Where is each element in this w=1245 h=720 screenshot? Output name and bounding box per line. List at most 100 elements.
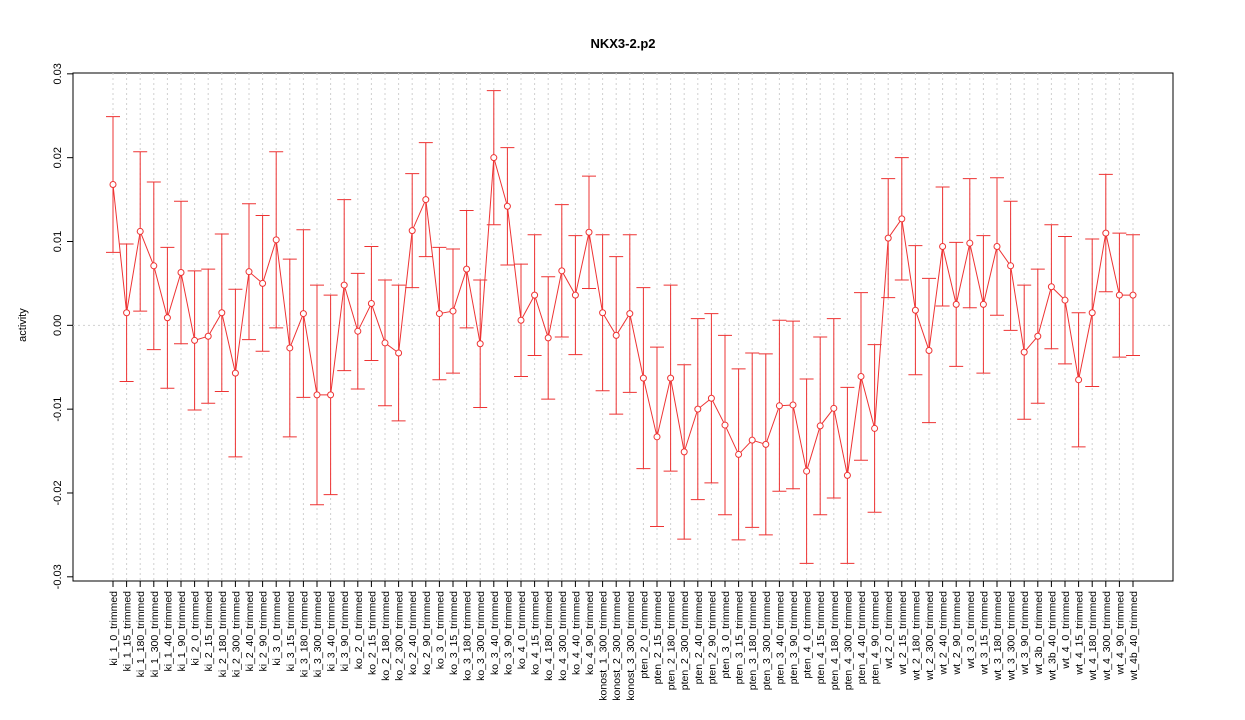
x-tick-label: pten_2_180_trimmed — [666, 591, 678, 690]
point — [245, 268, 253, 276]
x-tick-label: ki_3_40_trimmed — [326, 591, 338, 672]
x-tick-label: wt_3b_40_trimmed — [1046, 591, 1058, 681]
x-tick-label: wt_3_90_trimmed — [1019, 591, 1031, 676]
point — [354, 327, 362, 335]
y-tick-label: 0.03 — [52, 63, 64, 84]
point — [653, 433, 661, 441]
x-tick-label: ki_2_90_trimmed — [258, 591, 270, 672]
point — [775, 402, 783, 410]
x-tick-label: wt_4_15_trimmed — [1074, 591, 1086, 676]
point — [1047, 283, 1055, 291]
point — [694, 405, 702, 413]
x-tick-label: ko_3_15_trimmed — [448, 591, 460, 675]
x-tick-label: ki_3_180_trimmed — [298, 591, 310, 678]
point — [571, 291, 579, 299]
point — [422, 196, 430, 204]
point — [925, 346, 933, 354]
x-tick-label: wt_3_180_trimmed — [992, 591, 1004, 681]
x-tick-label: ki_3_0_trimmed — [271, 591, 283, 666]
point — [299, 310, 307, 318]
point — [558, 267, 566, 275]
x-tick-label: ko_4_40_trimmed — [570, 591, 582, 675]
x-tick-label: pten_3_40_trimmed — [774, 591, 786, 685]
x-tick-label: ki_2_300_trimmed — [230, 591, 242, 678]
x-tick-label: wt_2_15_trimmed — [897, 591, 909, 676]
point — [816, 422, 824, 430]
x-tick-label: wt_2_300_trimmed — [924, 591, 936, 681]
x-tick-label: pten_4_40_trimmed — [856, 591, 868, 685]
x-tick-label: wt_4_90_trimmed — [1114, 591, 1126, 676]
x-tick-label: ki_2_180_trimmed — [217, 591, 229, 678]
x-tick-label: pten_2_40_trimmed — [693, 591, 705, 685]
point — [884, 234, 892, 242]
y-tick-label: 0.02 — [52, 147, 64, 168]
x-tick-label: konost_1_300_trimmed — [598, 591, 610, 701]
point — [490, 154, 498, 162]
point — [871, 424, 879, 432]
x-tick-label: wt_4b_40_trimmed — [1128, 591, 1140, 681]
x-tick-label: wt_3b_0_trimmed — [1033, 591, 1045, 676]
point — [531, 291, 539, 299]
point — [476, 340, 484, 348]
x-tick-label: ki_1_40_trimmed — [162, 591, 174, 672]
point — [939, 243, 947, 251]
x-tick-label: pten_3_180_trimmed — [747, 591, 759, 690]
x-tick-label: ki_3_300_trimmed — [312, 591, 324, 678]
y-tick-label: 0.00 — [52, 315, 64, 336]
point — [259, 279, 267, 287]
x-tick-label: ko_3_300_trimmed — [475, 591, 487, 681]
x-tick-label: wt_2_90_trimmed — [951, 591, 963, 676]
point — [898, 215, 906, 223]
x-tick-label: ko_3_90_trimmed — [502, 591, 514, 675]
point — [789, 401, 797, 409]
x-tick-label: wt_3_0_trimmed — [965, 591, 977, 670]
x-tick-label: konost_2_300_trimmed — [611, 591, 623, 701]
point — [177, 269, 185, 277]
point — [435, 310, 443, 318]
point — [517, 316, 525, 324]
x-tick-label: ki_3_90_trimmed — [339, 591, 351, 672]
point — [843, 471, 851, 479]
point — [599, 309, 607, 317]
point — [463, 265, 471, 273]
y-axis-label: activity — [17, 308, 29, 342]
point — [204, 332, 212, 340]
x-tick-label: ko_2_0_trimmed — [353, 591, 365, 669]
point — [952, 300, 960, 308]
x-tick-label: ko_4_180_trimmed — [543, 591, 555, 681]
point — [109, 180, 117, 188]
point — [993, 243, 1001, 251]
line — [112, 157, 1133, 476]
point — [626, 310, 634, 318]
point — [585, 228, 593, 236]
x-tick-label: ko_2_300_trimmed — [394, 591, 406, 681]
y-tick-label: -0.03 — [52, 564, 64, 589]
point — [830, 404, 838, 412]
x-tick-label: konost_3_300_trimmed — [625, 591, 637, 701]
x-tick-label: ko_3_180_trimmed — [462, 591, 474, 681]
point — [408, 227, 416, 235]
x-tick-label: pten_2_0_trimmed — [638, 591, 650, 679]
x-tick-label: wt_4_0_trimmed — [1060, 591, 1072, 670]
x-tick-label: ki_3_15_trimmed — [285, 591, 297, 672]
point — [1007, 262, 1015, 270]
point — [857, 372, 865, 380]
x-tick-label: ko_3_0_trimmed — [434, 591, 446, 669]
x-tick-label: ko_3_40_trimmed — [489, 591, 501, 675]
x-tick-label: ko_2_180_trimmed — [380, 591, 392, 681]
point — [272, 236, 280, 244]
point — [803, 467, 811, 475]
x-tick-label: ki_1_90_trimmed — [176, 591, 188, 672]
point — [1034, 332, 1042, 340]
x-tick-label: ki_2_40_trimmed — [244, 591, 256, 672]
x-tick-label: pten_2_15_trimmed — [652, 591, 664, 685]
x-tick-label: pten_2_90_trimmed — [706, 591, 718, 685]
x-tick-label: wt_2_0_trimmed — [883, 591, 895, 670]
x-tick-label: pten_4_0_trimmed — [802, 591, 814, 679]
point — [123, 309, 131, 317]
point — [340, 281, 348, 289]
x-tick-label: ko_4_90_trimmed — [584, 591, 596, 675]
point — [680, 448, 688, 456]
point — [449, 307, 457, 315]
x-tick-label: pten_4_15_trimmed — [815, 591, 827, 685]
